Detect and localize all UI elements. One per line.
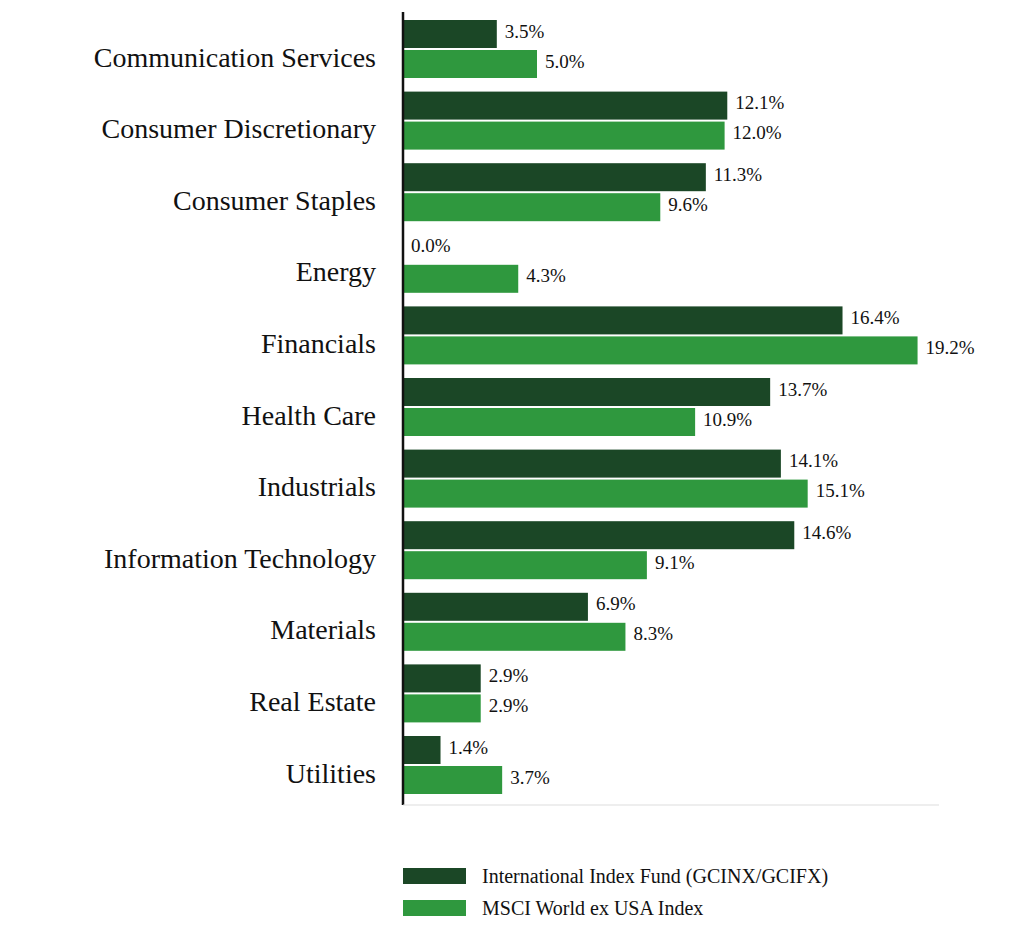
data-label: 1.4% [449,737,489,758]
data-label: 9.6% [668,194,708,215]
legend-swatch [403,900,466,916]
legend-swatch [403,868,466,884]
bar [403,551,647,579]
data-label: 11.3% [714,164,763,185]
bar [403,694,481,722]
bar [403,50,537,78]
category-label: Utilities [286,758,376,789]
data-label: 9.1% [655,552,695,573]
category-label: Consumer Discretionary [102,113,377,144]
chart-svg: Communication Services 3.5%5.0% Consumer D… [0,0,1024,933]
bar [403,92,727,120]
data-label: 3.7% [510,767,550,788]
data-label: 12.1% [735,92,784,113]
labels: Communication Services 3.5%5.0% Consumer D… [94,21,975,789]
bars [403,20,918,794]
bar [403,480,808,508]
category-label: Materials [270,614,376,645]
bar [403,623,625,651]
data-label: 2.9% [489,695,529,716]
data-label: 19.2% [926,337,975,358]
bar [403,450,781,478]
page: {"chart_data": {"type": "bar", "orientat… [0,0,1024,933]
bar [403,306,843,334]
bar [403,193,660,221]
data-label: 0.0% [411,235,451,256]
category-label: Health Care [242,400,377,431]
bar [403,408,695,436]
bar [403,122,725,150]
data-label: 12.0% [733,122,782,143]
data-label: 14.1% [789,450,838,471]
data-label: 13.7% [778,379,827,400]
bar [403,378,770,406]
data-label: 5.0% [545,51,585,72]
category-label: Communication Services [94,42,376,73]
data-label: 15.1% [816,480,865,501]
bar [403,163,706,191]
category-label: Real Estate [249,686,376,717]
y-axis-line [402,12,405,805]
bar [403,766,502,794]
data-label: 6.9% [596,593,636,614]
bar [403,336,918,364]
bar [403,20,497,48]
bar [403,521,794,549]
category-label: Energy [296,256,376,287]
bar [403,664,481,692]
legend: International Index Fund (GCINX/GCIFX) MS… [403,865,828,919]
bar [403,265,518,293]
category-label: Information Technology [104,543,376,574]
category-label: Financials [261,328,376,359]
legend-label: MSCI World ex USA Index [482,897,703,919]
data-label: 2.9% [489,665,529,686]
data-label: 10.9% [703,409,752,430]
data-label: 14.6% [802,522,851,543]
category-label: Industrials [258,471,376,502]
data-label: 16.4% [851,307,900,328]
data-label: 4.3% [526,265,566,286]
legend-label: International Index Fund (GCINX/GCIFX) [482,865,828,888]
data-label: 3.5% [505,21,545,42]
category-label: Consumer Staples [173,185,376,216]
bar [403,736,441,764]
chart-container: Communication Services 3.5%5.0% Consumer D… [0,0,1024,933]
bar [403,593,588,621]
data-label: 8.3% [633,623,673,644]
x-axis-line [403,805,939,806]
